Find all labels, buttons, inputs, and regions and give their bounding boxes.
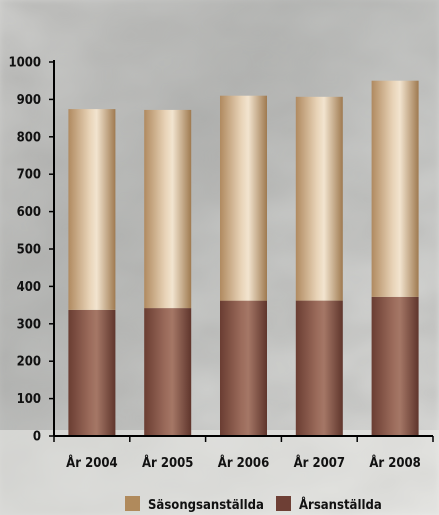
bar-segment [68,109,116,310]
y-tick-label: 100 [17,392,41,407]
legend-swatch [276,496,291,511]
legend-label: Årsanställda [299,497,382,513]
y-tick-label: 400 [17,280,41,295]
bar-segment [220,95,267,301]
y-tick-label: 900 [17,93,41,108]
bar-segment [371,296,419,436]
legend-swatch [125,496,140,511]
bar-segment [144,109,192,309]
x-tick-label: År 2008 [369,455,420,471]
axes: År 2004 År 2005 År 2006 År 2007 År 2008 0 100 2… [8,56,434,471]
legend: Säsongsanställda Årsanställda [125,496,382,513]
bar-segment [144,308,192,436]
y-tick-label: 800 [17,130,41,145]
x-tick-label: År 2004 [66,455,117,471]
bar-segment [220,300,267,436]
background-lower-fade [0,430,439,515]
x-tick-label: År 2005 [142,455,193,471]
bar-segment [371,80,419,297]
y-tick-label: 600 [17,205,41,220]
legend-label: Säsongsanställda [148,498,264,513]
y-tick-label: 500 [17,243,41,258]
x-tick-label: År 2006 [218,455,269,471]
y-tick-label: 1000 [8,56,41,71]
y-tick-label: 0 [33,430,41,445]
bar-segment [295,96,343,301]
bars-layer [68,80,419,436]
bar-segment [295,300,343,436]
y-tick-label: 300 [17,317,41,332]
x-tick-label: År 2007 [294,455,345,471]
bar-segment [68,310,116,436]
y-tick-label: 200 [17,355,41,370]
y-tick-label: 700 [17,168,41,183]
